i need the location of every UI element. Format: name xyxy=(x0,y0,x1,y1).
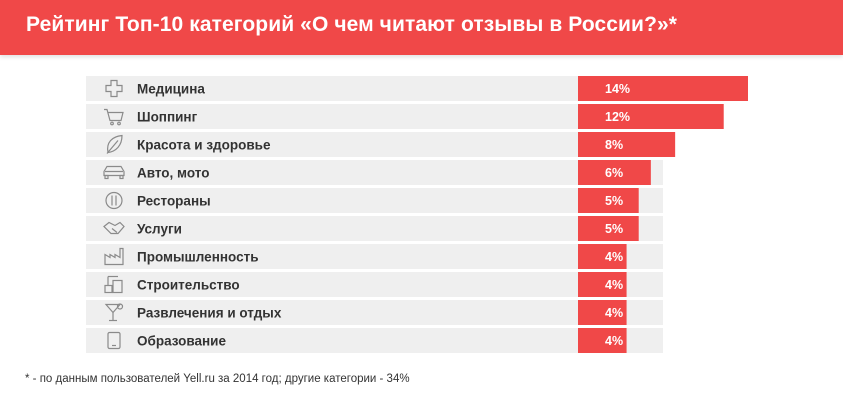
chart-row: Шоппинг 12% xyxy=(86,104,724,129)
bar xyxy=(578,300,627,325)
value-label: 4% xyxy=(605,334,623,348)
category-label: Образование xyxy=(137,334,226,349)
tablet-icon xyxy=(107,331,121,350)
row-background xyxy=(86,244,663,269)
shopping-cart-icon xyxy=(104,108,124,126)
factory-icon xyxy=(104,247,124,266)
value-label: 5% xyxy=(605,222,623,236)
bar xyxy=(578,244,627,269)
row-background xyxy=(86,300,663,325)
bar xyxy=(578,272,627,297)
chart-row: Развлечения и отдых 4% xyxy=(86,300,663,325)
bar xyxy=(578,216,639,241)
construction-icon xyxy=(104,275,123,294)
category-label: Промышленность xyxy=(137,250,259,265)
bar xyxy=(578,188,639,213)
category-label: Красота и здоровье xyxy=(137,138,271,153)
row-background xyxy=(86,216,663,241)
fork-knife-icon xyxy=(105,191,123,210)
category-label: Строительство xyxy=(137,278,240,293)
row-background xyxy=(86,104,663,129)
value-label: 4% xyxy=(605,250,623,264)
value-label: 4% xyxy=(605,306,623,320)
cocktail-icon xyxy=(104,303,124,322)
row-background xyxy=(86,160,663,185)
value-label: 6% xyxy=(605,166,623,180)
value-label: 14% xyxy=(605,82,630,96)
category-label: Авто, мото xyxy=(137,166,209,181)
car-icon xyxy=(103,165,125,180)
page-title: Рейтинг Топ-10 категорий «О чем читают о… xyxy=(26,13,678,36)
row-background xyxy=(86,188,663,213)
row-background xyxy=(86,272,663,297)
row-background xyxy=(86,132,663,157)
chart-row: Авто, мото 6% xyxy=(86,160,663,185)
bar xyxy=(578,104,724,129)
bar xyxy=(578,132,676,157)
footnote: * - по данным пользователей Yell.ru за 2… xyxy=(25,373,410,385)
row-background xyxy=(86,328,663,353)
value-label: 5% xyxy=(605,194,623,208)
value-label: 8% xyxy=(605,138,623,152)
chart-row: Медицина 14% xyxy=(86,76,748,101)
bar xyxy=(578,76,748,101)
row-background xyxy=(86,76,663,101)
category-label: Развлечения и отдых xyxy=(137,306,282,321)
handshake-icon xyxy=(103,221,125,235)
bar xyxy=(578,328,627,353)
category-label: Шоппинг xyxy=(137,110,198,125)
category-label: Рестораны xyxy=(137,194,211,209)
category-label: Медицина xyxy=(137,82,205,97)
chart-row: Промышленность 4% xyxy=(86,244,663,269)
chart-row: Красота и здоровье 8% xyxy=(86,132,676,157)
medical-cross-icon xyxy=(105,79,123,98)
chart-row: Услуги 5% xyxy=(86,216,663,241)
chart-row: Строительство 4% xyxy=(86,272,663,297)
leaf-icon xyxy=(106,134,123,154)
category-label: Услуги xyxy=(137,222,182,237)
chart-row: Рестораны 5% xyxy=(86,188,663,213)
value-label: 12% xyxy=(605,110,630,124)
chart-row: Образование 4% xyxy=(86,328,663,353)
value-label: 4% xyxy=(605,278,623,292)
bar xyxy=(578,160,651,185)
header-banner: Рейтинг Топ-10 категорий «О чем читают о… xyxy=(0,0,843,55)
